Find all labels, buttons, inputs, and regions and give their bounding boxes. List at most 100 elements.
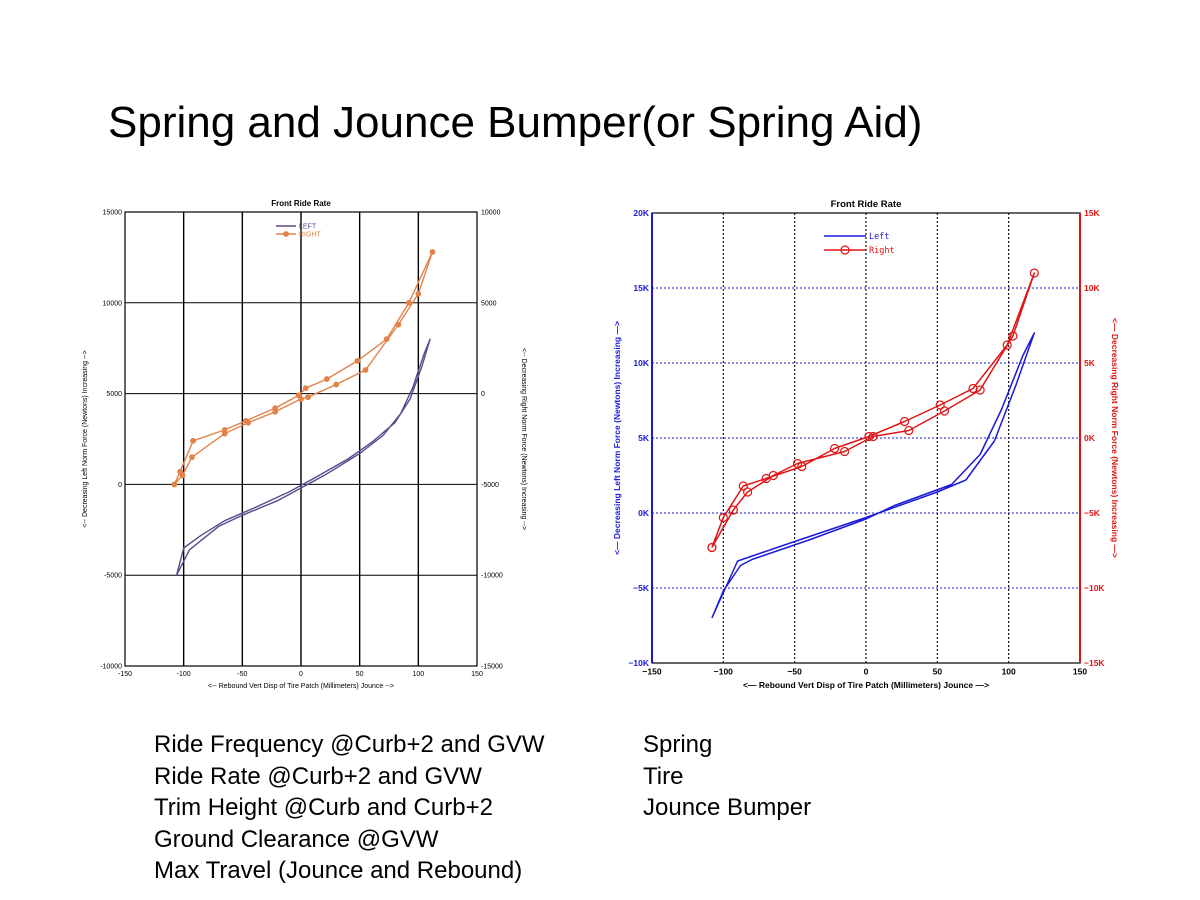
data-point-right: [298, 396, 304, 402]
data-point-right: [864, 431, 874, 442]
legend-label-right: Right: [869, 246, 895, 256]
x-tick-label: -100: [177, 671, 191, 678]
x-tick-label: 150: [471, 671, 483, 678]
y-right-tick-label: 10000: [481, 209, 501, 216]
data-point-right: [272, 405, 279, 412]
data-point-right: [295, 392, 302, 399]
y-left-tick-label: 10K: [633, 358, 649, 368]
series-line-right: [173, 251, 434, 485]
data-point-right: [171, 481, 178, 488]
data-point-right: [177, 468, 184, 475]
slide-title: Spring and Jounce Bumper(or Spring Aid): [108, 98, 923, 147]
data-point-right: [738, 481, 748, 491]
legend-label-right: RIGHT: [299, 231, 322, 238]
data-point-right: [221, 427, 228, 433]
data-point-right: [904, 425, 914, 436]
x-axis-label: <— Rebound Vert Disp of Tire Patch (Mill…: [743, 680, 989, 690]
data-point-right: [188, 454, 195, 461]
data-point-right: [935, 400, 945, 410]
y-right-axis-label: <-- Decreasing Right Norm Force (Newtons…: [520, 348, 527, 530]
data-point-right: [761, 473, 771, 484]
bullet-item: Spring: [643, 731, 713, 758]
data-point-right: [190, 437, 196, 444]
y-left-axis-label: <-- Decreasing Left Norm Force (Newtons)…: [82, 350, 89, 527]
data-point-right: [245, 419, 252, 426]
data-point-right: [975, 385, 985, 395]
y-left-tick-label: -5000: [104, 573, 122, 580]
data-point-right: [242, 417, 249, 424]
x-tick-label: −150: [642, 667, 661, 677]
y-right-tick-label: 0K: [1084, 433, 1096, 443]
bullet-list-left: Ride Frequency @Curb+2 and GVW Ride Rate…: [154, 729, 545, 887]
bullet-item: Tire: [643, 762, 684, 790]
x-tick-label: -150: [118, 671, 132, 678]
y-left-tick-label: 0: [118, 482, 122, 489]
x-tick-label: −100: [714, 667, 733, 677]
y-left-tick-label: 20K: [633, 208, 649, 218]
data-point-right: [354, 358, 361, 364]
series-line-right: [711, 272, 1036, 548]
chart-title: Front Ride Rate: [831, 199, 902, 210]
bullet-item: Ride Frequency @Curb+2 and GVW: [154, 731, 545, 758]
y-right-tick-label: 10K: [1084, 283, 1100, 293]
x-tick-label: 50: [933, 667, 943, 677]
x-tick-label: 150: [1073, 667, 1087, 677]
y-right-tick-label: −10K: [1084, 583, 1105, 593]
bullet-item: Trim Height @Curb and Curb+2: [154, 794, 493, 821]
legend-label-left: Left: [869, 232, 889, 242]
data-point-right: [1029, 268, 1039, 278]
y-right-tick-label: 5000: [481, 300, 497, 307]
y-left-tick-label: 15000: [103, 209, 123, 216]
data-point-right: [362, 367, 369, 373]
data-point-right: [415, 290, 422, 297]
legend-label-left: LEFT: [299, 223, 317, 230]
data-point-right: [968, 383, 978, 394]
data-point-right: [839, 446, 850, 457]
y-right-tick-label: -5000: [481, 482, 499, 489]
x-axis-label: <-- Rebound Vert Disp of Tire Patch (Mil…: [208, 683, 394, 690]
data-point-right: [792, 458, 803, 469]
data-point-right: [797, 461, 807, 472]
x-tick-label: 100: [1002, 667, 1016, 677]
data-point-right: [707, 542, 717, 553]
y-left-tick-label: 5000: [106, 391, 122, 398]
data-point-right: [333, 381, 340, 388]
bullet-item: Jounce Bumper: [643, 794, 812, 821]
y-right-axis-label: <— Decreasing Right Norm Force (Newtons)…: [1110, 318, 1120, 558]
series-line-left: [175, 338, 431, 576]
y-right-tick-label: 15K: [1084, 208, 1100, 218]
bullet-item: Max Travel (Jounce and Rebound): [154, 857, 523, 884]
x-tick-label: 100: [412, 671, 424, 678]
bullet-item: Ground Clearance @GVW: [154, 825, 439, 853]
x-tick-label: 50: [356, 671, 364, 678]
y-left-tick-label: 10000: [103, 300, 123, 307]
y-left-axis-label: <— Decreasing Left Norm Force (Newtons) …: [612, 321, 622, 555]
y-right-tick-label: -10000: [481, 573, 503, 580]
y-right-tick-label: −5K: [1084, 508, 1101, 518]
data-point-right: [868, 431, 878, 442]
chart-title: Front Ride Rate: [271, 199, 331, 208]
bullet-list-right: Spring Tire Jounce Bumper: [643, 729, 811, 824]
data-point-right: [1008, 331, 1018, 341]
data-point-right: [718, 512, 728, 523]
series-line-left: [711, 332, 1036, 619]
data-point-right: [171, 481, 178, 488]
y-left-tick-label: 5K: [638, 433, 650, 443]
data-point-right: [429, 249, 436, 255]
y-right-tick-label: 5K: [1084, 358, 1096, 368]
data-point-right: [728, 505, 738, 515]
y-right-tick-label: 0: [481, 391, 485, 398]
x-tick-label: −50: [787, 667, 802, 677]
y-right-tick-label: −15K: [1084, 658, 1105, 668]
data-point-right: [899, 416, 910, 427]
data-point-right: [302, 385, 309, 392]
y-left-tick-label: 15K: [633, 283, 649, 293]
data-point-right: [221, 430, 228, 437]
data-point-right: [305, 394, 311, 401]
data-point-right: [742, 487, 753, 497]
data-point-right: [406, 299, 412, 306]
plot-frame: [124, 211, 478, 667]
data-point-right: [707, 542, 717, 553]
x-tick-label: 0: [864, 667, 869, 677]
